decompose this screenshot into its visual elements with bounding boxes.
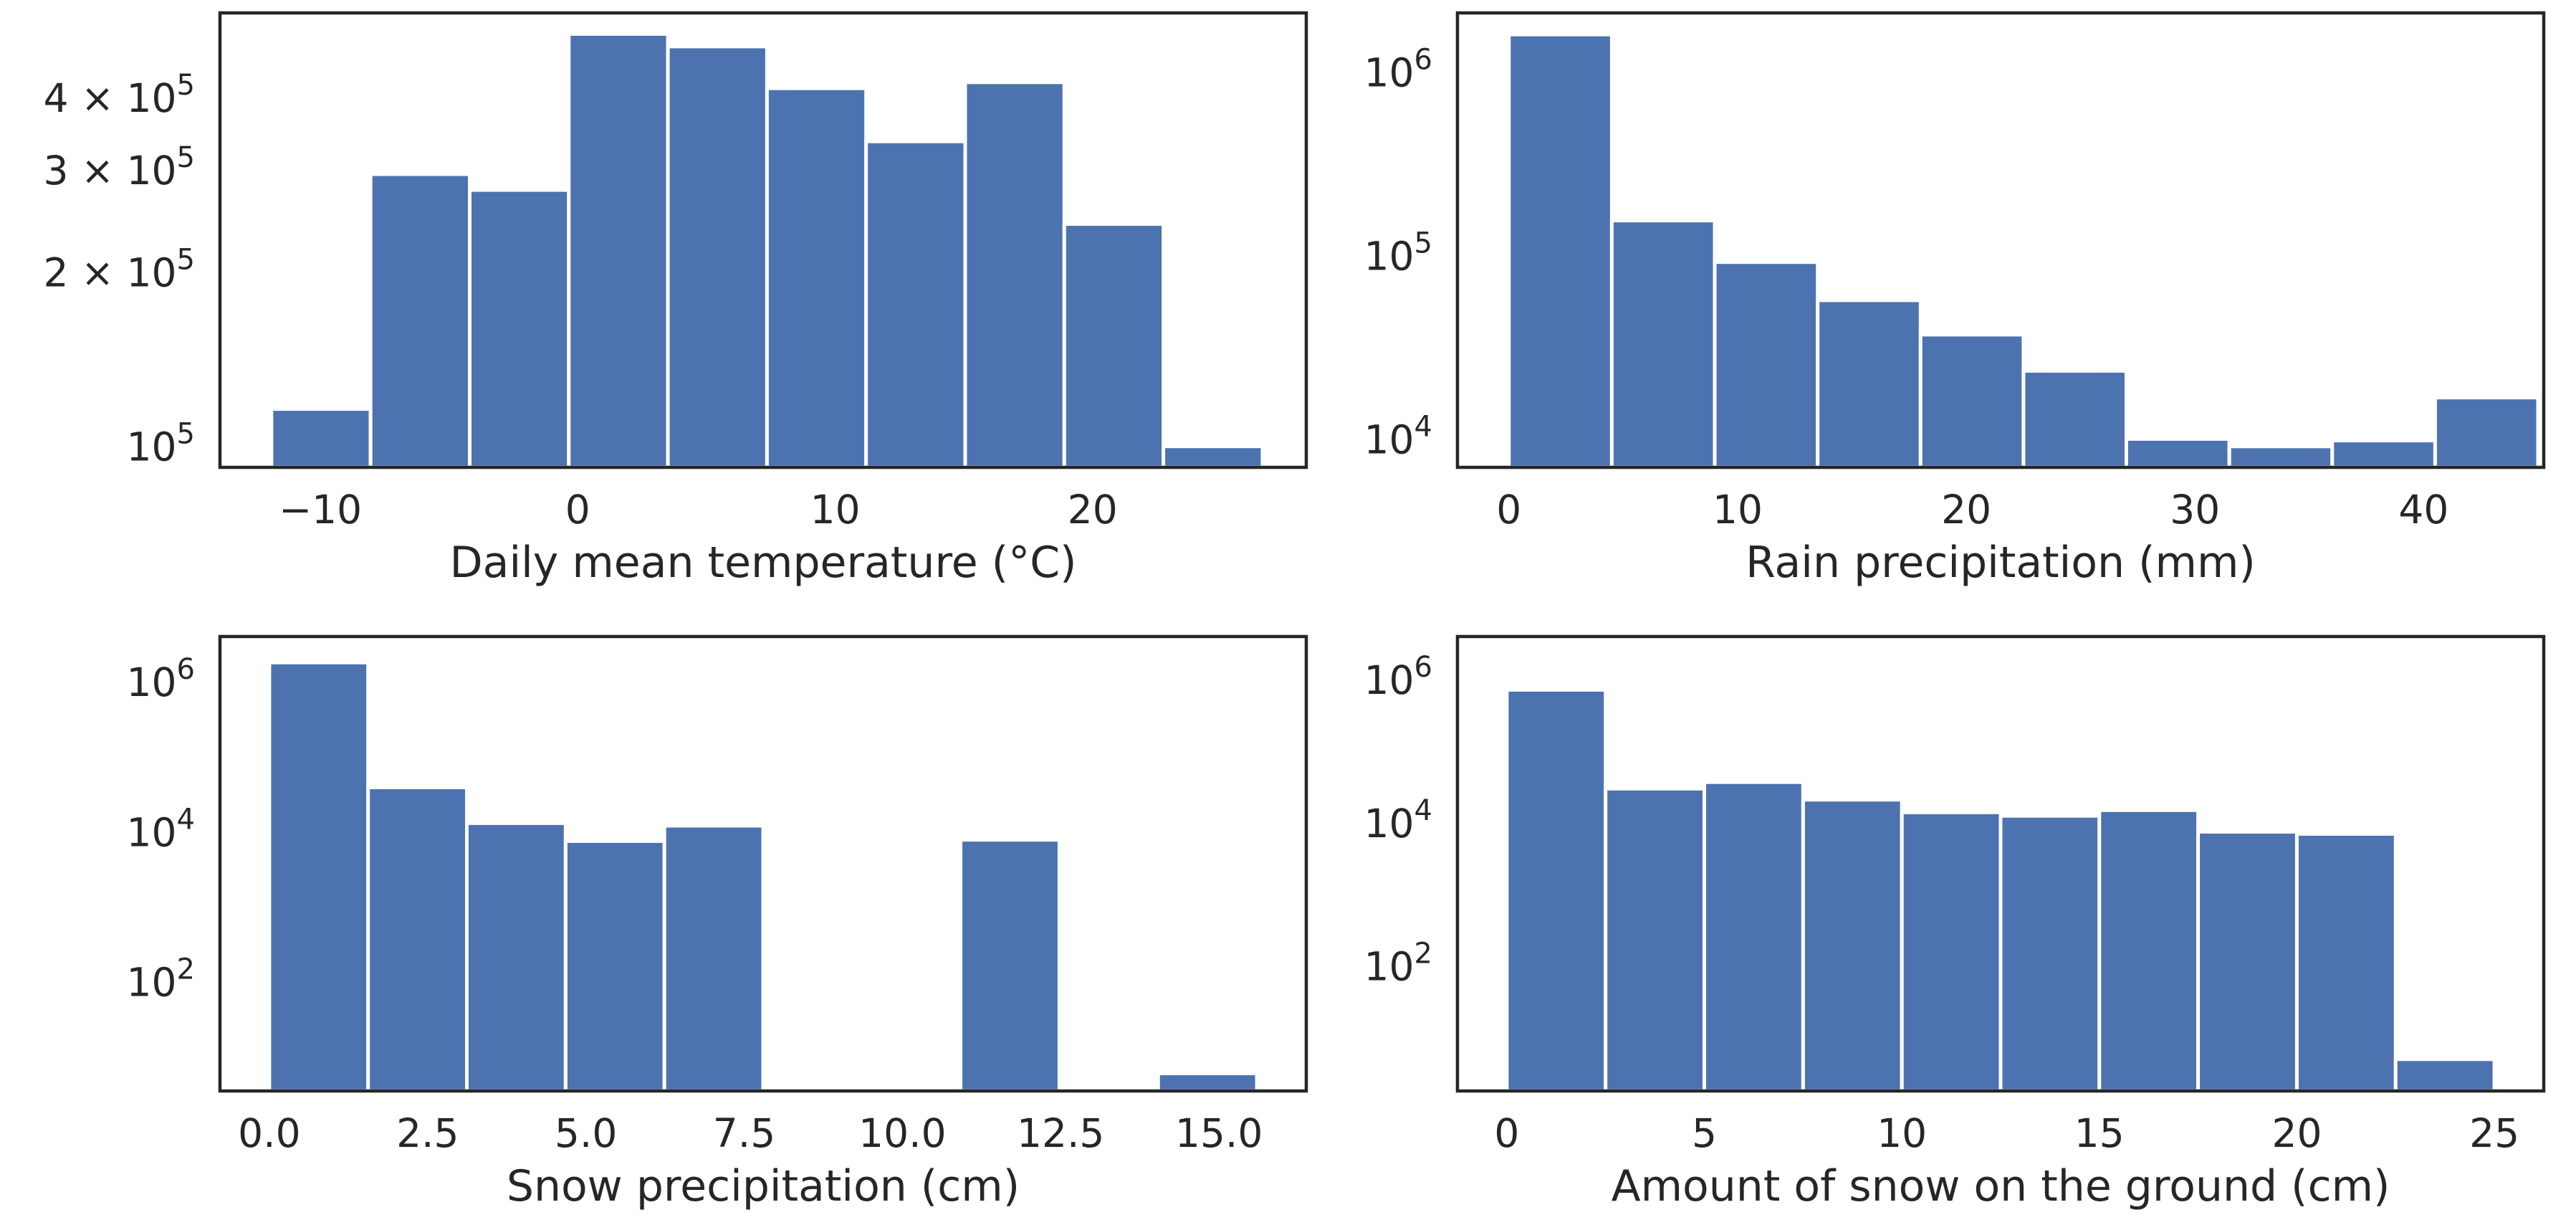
temperature-x-tick-label: 10 — [810, 487, 861, 533]
rain-y-tick-label: 105 — [1364, 227, 1432, 279]
snow-ground-bar-0 — [1505, 687, 1608, 1093]
temperature-bar-0 — [269, 407, 373, 470]
snow-ground-bar-3 — [1801, 798, 1904, 1093]
temperature-y-tick-label: 4 × 105 — [44, 69, 195, 121]
snow-precip-x-axis-label: Snow precipitation (cm) — [507, 1161, 1020, 1211]
rain-x-tick-label: 20 — [1941, 487, 1991, 533]
rain-x-tick-label: 0 — [1496, 487, 1521, 533]
temperature-y-tick-label: 105 — [127, 418, 195, 470]
snow-precip-x-tick-label: 7.5 — [713, 1110, 775, 1156]
rain-bar-3 — [1816, 298, 1923, 470]
snow-precip-x-tick-label: 0.0 — [238, 1110, 300, 1156]
rain-bar-7 — [2227, 444, 2335, 470]
snow-ground-y-tick-label: 102 — [1364, 938, 1432, 990]
rain-bar-4 — [1918, 333, 2026, 470]
rain-x-axis-label: Rain precipitation (mm) — [1746, 538, 2256, 588]
snow-precip-bar-2 — [465, 821, 568, 1093]
rain-bar-8 — [2330, 439, 2437, 470]
temperature-bar-8 — [1062, 222, 1166, 470]
rain-x-tick-label: 10 — [1713, 487, 1763, 533]
snow-ground-x-tick-label: 10 — [1877, 1110, 1927, 1156]
temperature-histogram-panel: −10 0 10 20 105 2 × 105 3 × 105 4 × 105 Daily me… — [44, 11, 1308, 588]
snow-ground-bar-7 — [2196, 829, 2299, 1093]
temperature-bar-5 — [765, 86, 868, 470]
snow-precip-x-tick-label: 12.5 — [1017, 1110, 1104, 1156]
snow-ground-bar-6 — [2097, 808, 2201, 1093]
temperature-x-axis-label: Daily mean temperature (°C) — [449, 538, 1076, 588]
snow-ground-bar-2 — [1703, 780, 1805, 1093]
snow-ground-axes-frame — [1455, 634, 2546, 1093]
temperature-x-tick-label: 20 — [1068, 487, 1118, 533]
snow-ground-x-axis-label: Amount of snow on the ground (cm) — [1612, 1161, 2390, 1211]
snow-ground-x-tick-label: 20 — [2272, 1110, 2322, 1156]
rain-bar-1 — [1609, 219, 1717, 470]
snow-ground-x-tick-label: 15 — [2074, 1110, 2125, 1156]
snow-precip-y-tick-label: 106 — [127, 653, 195, 705]
snow-precip-bar-1 — [366, 786, 469, 1093]
temperature-bar-2 — [468, 188, 571, 470]
snow-ground-bar-1 — [1604, 786, 1706, 1093]
snow-precip-x-tick-label: 2.5 — [396, 1110, 459, 1156]
snow-precip-bar-3 — [563, 839, 666, 1093]
snow-ground-histogram-panel: 0 5 10 15 20 25 102 104 106 Amount of snow on the… — [1364, 634, 2546, 1211]
temperature-y-tick-label: 3 × 105 — [44, 141, 195, 194]
temperature-bar-9 — [1162, 444, 1265, 470]
snow-precip-bar-9 — [1156, 1072, 1259, 1093]
rain-y-tick-label: 104 — [1364, 410, 1432, 462]
snow-ground-x-tick-label: 5 — [1692, 1110, 1717, 1156]
temperature-bar-3 — [567, 32, 670, 470]
snow-ground-bar-5 — [1998, 814, 2102, 1093]
snow-ground-y-tick-label: 104 — [1364, 794, 1432, 847]
snow-ground-y-tick-label: 106 — [1364, 651, 1432, 703]
snow-ground-x-tick-label: 0 — [1494, 1110, 1519, 1156]
snow-precip-x-tick-label: 10.0 — [858, 1110, 946, 1156]
temperature-axes-frame — [218, 11, 1308, 470]
rain-axes-frame — [1455, 11, 2546, 470]
snow-precip-bar-4 — [662, 824, 765, 1093]
rain-bar-9 — [2433, 396, 2540, 470]
temperature-bar-6 — [864, 139, 967, 470]
rain-bar-0 — [1507, 32, 1614, 470]
rain-y-tick-label: 106 — [1364, 44, 1432, 96]
snow-precip-x-tick-label: 5.0 — [555, 1110, 617, 1156]
temperature-bar-7 — [963, 80, 1066, 470]
snow-precip-bar-7 — [959, 838, 1061, 1093]
snow-ground-x-tick-label: 25 — [2469, 1110, 2519, 1156]
temperature-x-tick-label: −10 — [279, 487, 362, 533]
rain-x-tick-label: 30 — [2170, 487, 2220, 533]
snow-precip-x-tick-label: 15.0 — [1175, 1110, 1263, 1156]
snow-ground-bar-4 — [1900, 810, 2003, 1093]
temperature-y-tick-label: 2 × 105 — [44, 243, 195, 295]
snow-ground-bar-8 — [2295, 831, 2398, 1093]
temperature-bar-1 — [368, 172, 472, 470]
rain-bar-2 — [1713, 260, 1820, 470]
snow-ground-bar-9 — [2393, 1057, 2496, 1093]
rain-x-tick-label: 40 — [2398, 487, 2448, 533]
snow-precip-y-tick-label: 102 — [127, 953, 195, 1006]
snow-precip-y-tick-label: 104 — [127, 803, 195, 855]
rain-bar-6 — [2125, 437, 2231, 470]
rain-bar-5 — [2021, 368, 2128, 470]
snow-precip-histogram-panel: 0.0 2.5 5.0 7.5 10.0 12.5 15.0 102 104 106 Snow pr… — [127, 634, 1308, 1211]
temperature-x-tick-label: 0 — [565, 487, 590, 533]
rain-histogram-panel: 0 10 20 30 40 104 105 106 Rain precipitation (mm… — [1364, 11, 2546, 588]
snow-precip-bar-0 — [267, 660, 370, 1093]
temperature-bar-4 — [666, 44, 769, 470]
snow-precip-axes-frame — [218, 634, 1308, 1093]
